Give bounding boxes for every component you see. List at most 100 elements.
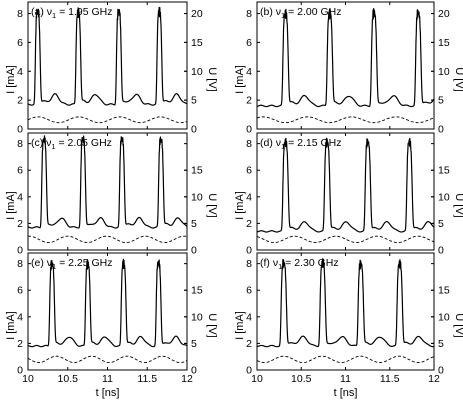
- voltage-line: [27, 116, 188, 124]
- right-tick-label: 15: [438, 165, 450, 177]
- left-tick-label: 0: [246, 245, 252, 257]
- left-tick-label: 6: [246, 37, 252, 49]
- panel-label: (e) ν1 = 2.25 GHz: [31, 257, 113, 271]
- right-tick-label: 10: [438, 191, 450, 203]
- left-tick-label: 0: [17, 124, 23, 136]
- left-tick-label: 2: [246, 338, 252, 350]
- left-axis-label: I [mA]: [234, 191, 246, 220]
- x-axis-label: t [ns]: [334, 387, 358, 399]
- right-tick-label: 5: [191, 338, 197, 350]
- right-tick-label: 10: [438, 66, 450, 78]
- right-tick-label: 15: [191, 37, 203, 49]
- right-tick-label: 5: [438, 218, 444, 230]
- current-line: [256, 8, 435, 108]
- left-axis-label: I [mA]: [5, 65, 17, 94]
- left-tick-label: 2: [17, 218, 23, 230]
- left-tick-label: 6: [17, 165, 23, 177]
- right-tick-label: 10: [191, 191, 203, 203]
- panel-d: 0 2 4 6 8 0 5 10 15 I [mA] U [V] (d) ν1 = 2.15 GHz: [234, 132, 463, 257]
- right-tick-label: 5: [191, 218, 197, 230]
- right-tick-label: 10: [438, 311, 450, 323]
- left-tick-label: 4: [17, 191, 23, 203]
- panel-a: 0 2 4 6 8 0 5 10 15 20 I [mA] U [V] (a) ν1 = 1.95 GH…: [5, 1, 218, 136]
- right-tick-label: 5: [438, 95, 444, 107]
- left-tick-label: 8: [17, 138, 23, 150]
- right-tick-label: 0: [191, 245, 197, 257]
- left-tick-label: 4: [246, 191, 252, 203]
- right-axis-label: U [V]: [453, 67, 463, 91]
- right-axis-label: U [V]: [206, 313, 218, 337]
- panel-label: (d) ν1 = 2.15 GHz: [260, 137, 342, 151]
- right-tick-label: 0: [438, 124, 444, 136]
- right-axis-label: U [V]: [206, 193, 218, 217]
- panel-label: (b) ν1 = 2.00 GHz: [260, 6, 342, 20]
- x-tick-label: 11: [102, 373, 113, 385]
- current-line: [27, 135, 188, 229]
- voltage-line: [256, 355, 435, 364]
- left-tick-label: 4: [246, 66, 252, 78]
- x-tick-label: 11.5: [380, 373, 400, 385]
- voltage-line: [27, 355, 188, 364]
- left-tick-label: 8: [246, 258, 252, 270]
- left-axis-label: I [mA]: [5, 311, 17, 340]
- left-axis-label: I [mA]: [5, 191, 17, 220]
- left-tick-label: 8: [17, 258, 23, 270]
- x-tick-label: 11: [340, 373, 351, 385]
- right-tick-label: 5: [438, 338, 444, 350]
- left-tick-label: 8: [246, 8, 252, 20]
- left-tick-label: 6: [246, 285, 252, 297]
- right-tick-label: 20: [438, 8, 450, 20]
- voltage-line: [256, 116, 435, 124]
- right-tick-label: 15: [191, 285, 203, 297]
- current-line: [27, 258, 188, 348]
- x-tick-label: 12: [428, 373, 440, 385]
- left-tick-label: 8: [246, 138, 252, 150]
- panel-b: 0 2 4 6 8 0 5 10 15 20 I [mA] U [V] (b) ν1 = 2.00 GH…: [234, 1, 463, 136]
- left-tick-label: 2: [17, 338, 23, 350]
- left-tick-label: 4: [17, 311, 23, 323]
- right-axis-label: U [V]: [206, 67, 218, 91]
- panel-f: 0 2 4 6 8 0 5 10 15 10 10.5 11 11.5 12 I [mA] U [V] t [n…: [234, 252, 463, 399]
- x-axis-label: t [ns]: [96, 387, 120, 399]
- right-tick-label: 10: [191, 311, 203, 323]
- x-tick-label: 10.5: [58, 373, 79, 385]
- voltage-line: [256, 235, 435, 244]
- panel-e: 0 2 4 6 8 0 5 10 15 10 10.5 11 11.5 12 I [mA] U [V] t [n…: [5, 252, 218, 399]
- right-axis-label: U [V]: [453, 313, 463, 337]
- left-tick-label: 0: [246, 365, 252, 377]
- panel-label: (a) ν1 = 1.95 GHz: [31, 6, 113, 20]
- right-tick-label: 0: [191, 124, 197, 136]
- panel-label: (f) ν1 = 2.30 GHz: [260, 257, 339, 271]
- left-tick-label: 2: [17, 95, 23, 107]
- left-tick-label: 0: [17, 365, 23, 377]
- left-tick-label: 4: [246, 311, 252, 323]
- left-tick-label: 2: [246, 218, 252, 230]
- right-tick-label: 15: [191, 165, 203, 177]
- x-tick-label: 10: [251, 373, 263, 385]
- right-tick-label: 0: [438, 365, 444, 377]
- x-tick-label: 10.5: [291, 373, 312, 385]
- x-tick-label: 12: [181, 373, 193, 385]
- right-tick-label: 10: [191, 66, 203, 78]
- left-tick-label: 6: [17, 37, 23, 49]
- right-tick-label: 5: [191, 95, 197, 107]
- left-tick-label: 8: [17, 8, 23, 20]
- right-tick-label: 15: [438, 37, 450, 49]
- current-line: [256, 258, 435, 348]
- left-axis-label: I [mA]: [234, 65, 246, 94]
- right-tick-label: 20: [191, 8, 203, 20]
- right-axis-label: U [V]: [453, 193, 463, 217]
- left-tick-label: 0: [17, 245, 23, 257]
- left-tick-label: 2: [246, 95, 252, 107]
- voltage-line: [27, 235, 188, 244]
- left-tick-label: 6: [17, 285, 23, 297]
- x-tick-label: 10: [22, 373, 34, 385]
- right-tick-label: 15: [438, 285, 450, 297]
- left-tick-label: 6: [246, 165, 252, 177]
- plot-frame: [256, 252, 435, 371]
- left-tick-label: 4: [17, 66, 23, 78]
- x-tick-label: 11.5: [137, 373, 157, 385]
- plot-frame: [27, 1, 188, 130]
